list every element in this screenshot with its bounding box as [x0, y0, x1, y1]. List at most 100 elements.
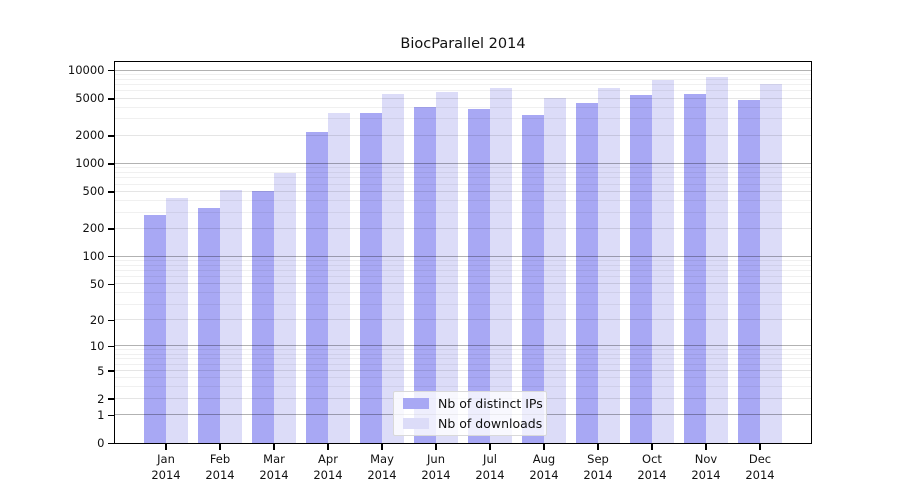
x-axis-tick	[489, 444, 491, 450]
bar-downloads-apr-2014	[327, 113, 350, 443]
gridline	[115, 319, 811, 321]
bar-downloads-dec-2014	[759, 84, 782, 443]
y-axis-tick-label: 10000	[67, 63, 105, 78]
gridline	[115, 227, 811, 229]
gridline	[115, 259, 811, 261]
y-axis-tick	[107, 319, 114, 321]
bar-distinct-ips-mar-2014	[251, 191, 274, 443]
gridline	[115, 276, 811, 278]
gridline	[115, 97, 811, 99]
gridline	[115, 283, 811, 285]
legend-item-downloads: Nb of downloads	[403, 416, 546, 431]
y-axis-tick-label: 200	[82, 221, 105, 236]
gridline	[115, 162, 811, 164]
gridline	[115, 270, 811, 271]
x-axis-tick-label: Feb 2014	[205, 452, 235, 482]
y-axis-tick	[107, 370, 114, 372]
gridline	[115, 199, 811, 201]
legend-label-downloads: Nb of downloads	[438, 416, 543, 431]
legend-item-distinct-ips: Nb of distinct IPs	[403, 396, 546, 411]
x-axis-tick-label: Oct 2014	[637, 452, 667, 482]
bar-downloads-jul-2014	[489, 88, 512, 443]
y-axis-tick	[107, 135, 114, 137]
gridline	[115, 377, 811, 379]
y-axis-tick	[107, 255, 114, 258]
gridline	[115, 171, 811, 173]
gridline	[115, 358, 811, 360]
gridline	[115, 386, 811, 388]
y-axis-tick	[107, 228, 114, 230]
x-axis-tick	[543, 444, 545, 450]
y-axis-tick-label: 500	[82, 184, 105, 199]
y-axis-tick	[107, 398, 114, 400]
x-axis-tick	[327, 444, 329, 450]
y-axis-tick	[107, 163, 114, 165]
x-axis-tick-label: Mar 2014	[259, 452, 289, 482]
gridline	[115, 69, 811, 71]
gridline	[115, 303, 811, 305]
gridline	[115, 74, 811, 75]
gridline	[115, 264, 811, 266]
bar-distinct-ips-sep-2014	[575, 103, 598, 443]
bar-downloads-feb-2014	[219, 189, 242, 443]
bar-downloads-mar-2014	[273, 172, 296, 443]
y-axis-tick	[107, 69, 114, 72]
bar-downloads-sep-2014	[597, 87, 620, 443]
y-axis-tick-label: 0	[97, 436, 105, 450]
gridline	[115, 118, 811, 120]
y-axis-tick	[107, 283, 114, 286]
x-axis-tick	[759, 444, 761, 450]
x-axis-tick-label: Aug 2014	[529, 452, 559, 482]
bar-distinct-ips-jun-2014	[413, 107, 436, 443]
gridline	[115, 90, 811, 92]
x-axis-tick	[597, 444, 599, 450]
x-axis-tick	[165, 444, 167, 450]
bar-distinct-ips-feb-2014	[197, 208, 220, 443]
gridline	[115, 349, 811, 351]
x-axis-tick-label: Jul 2014	[475, 452, 505, 482]
legend: Nb of distinct IPs Nb of downloads	[393, 391, 547, 436]
x-axis-tick-label: Dec 2014	[745, 452, 775, 482]
gridline	[115, 363, 811, 365]
y-axis-tick	[107, 414, 114, 417]
bar-downloads-jan-2014	[165, 197, 188, 443]
bar-downloads-nov-2014	[705, 76, 728, 443]
gridline	[115, 255, 811, 257]
gridline	[115, 177, 811, 179]
gridline	[115, 353, 811, 355]
y-axis-tick	[107, 442, 114, 445]
legend-label-distinct-ips: Nb of distinct IPs	[438, 396, 543, 411]
x-axis-tick	[219, 444, 221, 450]
legend-swatch-distinct-ips	[403, 398, 429, 409]
bar-downloads-aug-2014	[543, 97, 566, 443]
x-axis-tick	[705, 444, 707, 450]
gridline	[115, 84, 811, 86]
bar-distinct-ips-dec-2014	[737, 100, 760, 443]
bar-distinct-ips-may-2014	[359, 112, 382, 443]
plot-area	[114, 61, 812, 444]
bar-distinct-ips-nov-2014	[683, 93, 706, 443]
x-axis-tick-label: Nov 2014	[691, 452, 721, 482]
x-axis-tick-label: Apr 2014	[313, 452, 343, 482]
bar-downloads-may-2014	[381, 93, 404, 443]
bar-distinct-ips-jul-2014	[467, 108, 490, 443]
x-axis-tick-label: Jun 2014	[421, 452, 451, 482]
bar-distinct-ips-aug-2014	[521, 114, 544, 443]
x-axis-tick	[381, 444, 383, 450]
x-axis-tick-label: Sep 2014	[583, 452, 613, 482]
x-axis-tick	[435, 444, 437, 450]
gridline	[115, 134, 811, 136]
gridline	[115, 211, 811, 213]
y-axis-tick-label: 100	[82, 249, 105, 264]
y-axis-tick-label: 1	[97, 407, 105, 422]
y-axis-tick-label: 5000	[75, 91, 105, 106]
gridline	[115, 106, 811, 108]
gridline	[115, 345, 811, 347]
y-axis-tick-label: 2000	[75, 128, 105, 143]
bar-distinct-ips-oct-2014	[629, 94, 652, 443]
chart-title: BiocParallel 2014	[400, 36, 526, 52]
y-axis-tick-label: 2	[97, 391, 105, 406]
x-axis-tick-label: Jan 2014	[151, 452, 181, 482]
y-axis-tick	[107, 191, 114, 193]
y-axis-tick-label: 5	[97, 363, 105, 378]
